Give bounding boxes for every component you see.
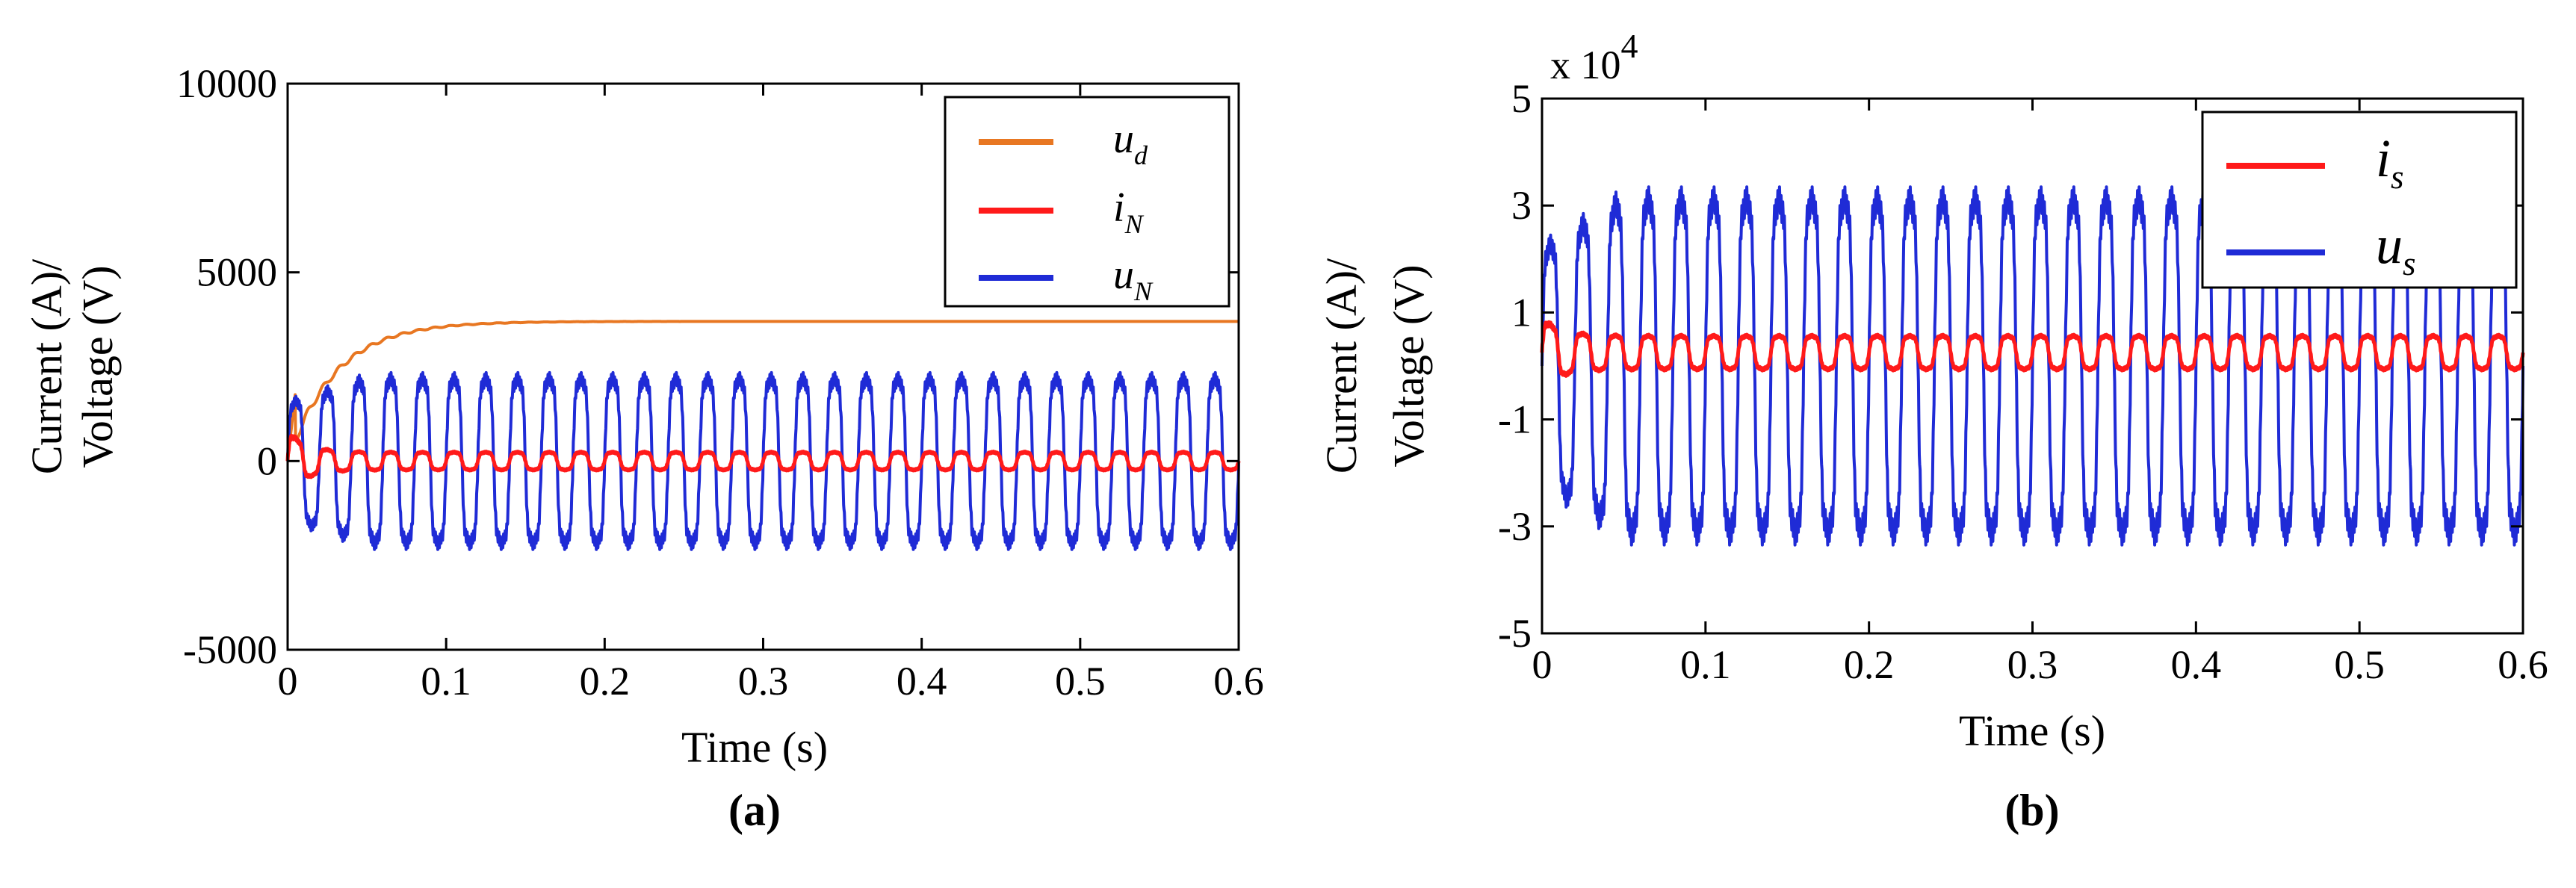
panel-b-scale-base: x 10 bbox=[1550, 43, 1621, 87]
legend-label-i-s: is bbox=[2376, 128, 2404, 196]
x-tick-label: 0.6 bbox=[2498, 642, 2548, 687]
panel-b-xlabel: Time (s) bbox=[1959, 707, 2105, 755]
y-tick-label: -5 bbox=[1498, 611, 1532, 656]
legend-subscript: s bbox=[2403, 245, 2416, 282]
x-tick-label: 0.3 bbox=[2007, 642, 2058, 687]
legend-subscript: d bbox=[1134, 140, 1148, 170]
panel-a-label: (a) bbox=[728, 786, 781, 835]
panel-b: 0 0.1 0.2 0.3 0.4 0.5 0.6 -5 -3 -1 1 3 5 x 104 Curre… bbox=[1317, 27, 2548, 835]
x-tick-label: 0.5 bbox=[1055, 659, 1106, 704]
x-tick-label: 0.6 bbox=[1213, 659, 1264, 704]
y-tick-label: 1 bbox=[1511, 290, 1532, 335]
y-tick-label: 10000 bbox=[176, 61, 277, 106]
series-line-i-N bbox=[285, 433, 1241, 479]
series-line-u-d bbox=[286, 320, 1240, 462]
x-tick-label: 0.5 bbox=[2334, 642, 2385, 687]
y-tick-label: -3 bbox=[1498, 504, 1532, 549]
legend-label-i-N: iN bbox=[1113, 184, 1145, 239]
x-tick-label: 0.4 bbox=[2171, 642, 2222, 687]
legend-symbol: i bbox=[1113, 184, 1125, 231]
x-tick-label: 0.1 bbox=[1680, 642, 1731, 687]
series-line-i-s bbox=[1540, 320, 2525, 378]
y-tick-label: -1 bbox=[1498, 397, 1532, 442]
panel-b-scale-label: x 104 bbox=[1550, 27, 1638, 87]
panel-b-label: (b) bbox=[2004, 786, 2059, 835]
y-tick-label: 5 bbox=[1511, 76, 1532, 121]
legend-subscript: N bbox=[1133, 276, 1154, 306]
legend-label-u-N: uN bbox=[1113, 252, 1154, 306]
legend-symbol: u bbox=[1113, 116, 1134, 162]
legend-symbol: u bbox=[1113, 252, 1134, 298]
panel-b-ylabel-line1: Current (A)/ bbox=[1317, 258, 1366, 474]
y-tick-label: 3 bbox=[1511, 183, 1532, 228]
y-tick-label: -5000 bbox=[183, 627, 277, 672]
legend-subscript: N bbox=[1124, 209, 1145, 239]
panel-a-ylabel-line2: Voltage (V) bbox=[73, 265, 122, 468]
legend-label-u-d: ud bbox=[1113, 116, 1148, 170]
panel-a-series bbox=[285, 320, 1241, 551]
x-tick-label: 0 bbox=[1532, 642, 1552, 687]
legend-box bbox=[944, 96, 1230, 308]
y-tick-label: 5000 bbox=[196, 250, 277, 295]
x-tick-label: 0.2 bbox=[1844, 642, 1895, 687]
series-line-u-s bbox=[1541, 185, 2524, 547]
panel-a-ylabel-line1: Current (A)/ bbox=[22, 258, 71, 474]
legend-symbol: u bbox=[2376, 215, 2403, 275]
legend-label-u-s: us bbox=[2376, 215, 2416, 282]
panel-a-xlabel: Time (s) bbox=[681, 723, 828, 771]
x-tick-label: 0 bbox=[278, 659, 298, 704]
legend-symbol: i bbox=[2376, 128, 2391, 188]
panel-b-ylabel-line2: Voltage (V) bbox=[1384, 264, 1433, 467]
legend-subscript: s bbox=[2391, 158, 2404, 196]
panel-b-series bbox=[1540, 185, 2525, 547]
y-tick-label: 0 bbox=[257, 438, 277, 483]
panel-b-scale-exponent: 4 bbox=[1621, 27, 1638, 65]
x-tick-label: 0.1 bbox=[421, 659, 471, 704]
panel-b-ticks: 0 0.1 0.2 0.3 0.4 0.5 0.6 -5 -3 -1 1 3 5 bbox=[1498, 76, 2548, 687]
x-tick-label: 0.3 bbox=[738, 659, 789, 704]
x-tick-label: 0.4 bbox=[897, 659, 947, 704]
legend-box bbox=[2201, 111, 2518, 289]
x-tick-label: 0.2 bbox=[580, 659, 631, 704]
